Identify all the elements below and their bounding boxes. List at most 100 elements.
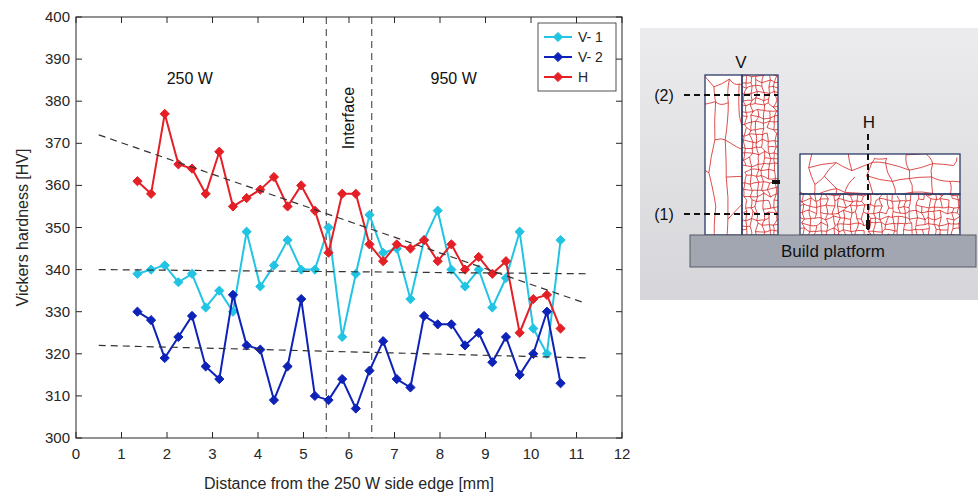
grain-structure — [800, 194, 960, 235]
section-line — [867, 134, 869, 235]
marker — [433, 206, 442, 215]
legend-label: V- 1 — [578, 29, 603, 45]
y-tick-label: 390 — [45, 50, 70, 67]
marker — [460, 341, 469, 350]
section-label: (1) — [654, 206, 674, 223]
marker — [283, 202, 292, 211]
marker — [474, 252, 483, 261]
marker — [501, 257, 510, 266]
x-tick-top — [121, 17, 122, 23]
x-tick-top — [258, 17, 259, 23]
marker — [365, 240, 374, 249]
y-tick-label: 300 — [45, 429, 70, 446]
y-tick — [76, 101, 82, 102]
legend-box — [538, 23, 616, 91]
y-tick-label: 320 — [45, 345, 70, 362]
marker — [269, 261, 278, 270]
x-tick-label: 10 — [523, 445, 540, 462]
y-tick-label: 370 — [45, 134, 70, 151]
marker — [556, 236, 565, 245]
y-tick — [76, 143, 82, 144]
marker — [338, 189, 347, 198]
legend-marker — [553, 32, 562, 41]
x-tick-top — [485, 17, 486, 23]
marker — [160, 261, 169, 270]
marker — [556, 379, 565, 388]
trend-line — [99, 345, 590, 358]
v-sample-outline — [705, 75, 742, 235]
marker — [351, 269, 360, 278]
trend-line — [99, 135, 586, 303]
marker — [133, 269, 142, 278]
indent-mark — [772, 180, 780, 184]
x-tick-top — [167, 17, 168, 23]
x-tick — [303, 432, 304, 438]
x-tick-top — [440, 17, 441, 23]
grain-structure — [800, 154, 960, 194]
marker — [174, 160, 183, 169]
marker — [433, 257, 442, 266]
marker — [474, 328, 483, 337]
legend: V- 1V- 2H — [538, 23, 616, 91]
y-tick — [76, 311, 82, 312]
y-tick-label: 380 — [45, 92, 70, 109]
x-axis-title: Distance from the 250 W side edge [mm] — [204, 475, 494, 492]
marker — [324, 223, 333, 232]
marker — [215, 286, 224, 295]
marker — [297, 294, 306, 303]
marker — [201, 362, 210, 371]
marker — [256, 185, 265, 194]
marker — [406, 383, 415, 392]
marker — [488, 358, 497, 367]
y-tick-label: 340 — [45, 261, 70, 278]
marker — [228, 202, 237, 211]
marker — [324, 396, 333, 405]
x-tick-label: 4 — [254, 445, 262, 462]
marker — [160, 109, 169, 118]
marker — [542, 307, 551, 316]
x-tick — [212, 432, 213, 438]
marker — [174, 332, 183, 341]
legend-label: V- 2 — [578, 49, 603, 65]
marker — [174, 278, 183, 287]
marker — [187, 311, 196, 320]
x-tick — [440, 432, 441, 438]
interface-line — [371, 17, 372, 438]
legend-marker — [553, 52, 562, 61]
legend-marker — [553, 72, 562, 81]
x-tick — [349, 432, 350, 438]
marker — [310, 265, 319, 274]
y-tick-right — [616, 59, 622, 60]
platform-label: Build platform — [781, 242, 885, 261]
marker — [201, 303, 210, 312]
y-tick — [76, 269, 82, 270]
section-line — [684, 213, 778, 215]
marker — [379, 257, 388, 266]
marker — [515, 328, 524, 337]
x-tick — [394, 432, 395, 438]
y-tick — [76, 59, 82, 60]
marker — [433, 320, 442, 329]
grain-boundaries — [800, 154, 960, 194]
grain-boundaries — [800, 194, 960, 235]
marker — [447, 320, 456, 329]
x-tick — [121, 432, 122, 438]
marker — [351, 189, 360, 198]
x-tick-top — [394, 17, 395, 23]
x-tick-label: 0 — [72, 445, 80, 462]
y-tick — [76, 353, 82, 354]
y-tick-right — [616, 311, 622, 312]
marker — [392, 374, 401, 383]
marker — [365, 210, 374, 219]
x-tick-label: 6 — [345, 445, 353, 462]
x-tick-label: 2 — [163, 445, 171, 462]
marker — [146, 316, 155, 325]
schematic: Build platformVH(2)(1) — [654, 53, 976, 279]
y-tick — [76, 185, 82, 186]
marker — [133, 307, 142, 316]
marker — [215, 147, 224, 156]
marker — [515, 370, 524, 379]
marker — [529, 294, 538, 303]
x-tick-top — [303, 17, 304, 23]
y-tick-right — [616, 353, 622, 354]
